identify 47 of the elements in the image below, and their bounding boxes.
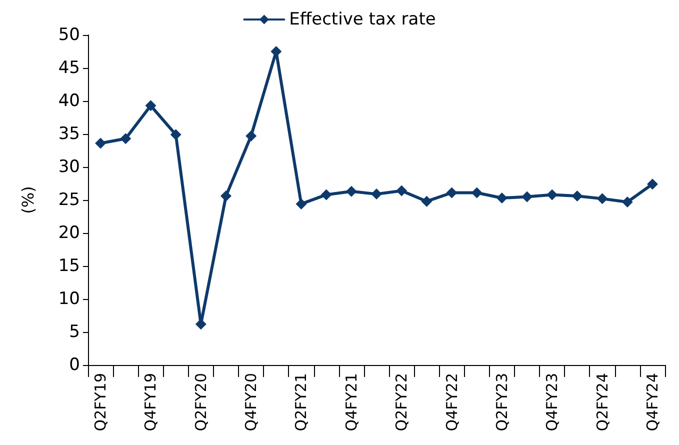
y-tick-label: 10 xyxy=(58,289,80,309)
legend-label: Effective tax rate xyxy=(289,10,436,30)
y-tick-label: 0 xyxy=(69,355,80,375)
x-tick-label: Q2FY21 xyxy=(292,373,310,432)
point xyxy=(246,130,257,142)
point xyxy=(346,186,357,197)
y-tick-label: 45 xyxy=(58,58,80,78)
x-tick-label: Q4FY22 xyxy=(442,373,461,432)
point xyxy=(320,189,332,200)
point xyxy=(421,196,432,207)
point xyxy=(646,178,658,190)
point xyxy=(596,193,608,204)
point xyxy=(170,129,182,140)
point xyxy=(446,187,458,198)
x-tick-label: Q4FY19 xyxy=(142,373,160,432)
point xyxy=(120,133,132,144)
point xyxy=(522,191,533,202)
x-tick-label: Q4FY24 xyxy=(643,373,662,432)
x-tick-label: Q2FY20 xyxy=(192,373,210,432)
y-tick-label: 5 xyxy=(69,322,80,342)
y-tick-label: 40 xyxy=(58,91,80,111)
y-tick-label: 50 xyxy=(58,25,80,45)
x-tick-label: Q4FY21 xyxy=(342,373,360,432)
y-tick-label: 30 xyxy=(58,157,80,177)
point xyxy=(396,185,408,196)
x-tick-label: Q2FY24 xyxy=(593,373,612,432)
point xyxy=(296,198,307,210)
point xyxy=(145,100,156,112)
x-tick-label: Q4FY20 xyxy=(242,373,260,432)
y-tick-label: 25 xyxy=(58,190,80,210)
y-axis-title: (%) xyxy=(18,186,38,214)
y-tick-label: 20 xyxy=(58,223,80,243)
x-tick-label: Q4FY23 xyxy=(543,373,562,432)
y-tick-label: 35 xyxy=(58,124,80,144)
point xyxy=(496,192,508,204)
x-tick-label: Q2FY22 xyxy=(392,373,411,432)
y-tick-label: 15 xyxy=(58,256,80,276)
x-tick-label: Q2FY19 xyxy=(92,373,110,432)
point xyxy=(220,190,232,202)
point xyxy=(95,138,106,149)
point xyxy=(471,187,482,198)
point xyxy=(622,196,633,208)
point xyxy=(371,188,382,200)
point xyxy=(546,189,558,200)
point xyxy=(270,46,282,57)
x-tick-label: Q2FY23 xyxy=(492,373,511,432)
point xyxy=(572,190,583,202)
